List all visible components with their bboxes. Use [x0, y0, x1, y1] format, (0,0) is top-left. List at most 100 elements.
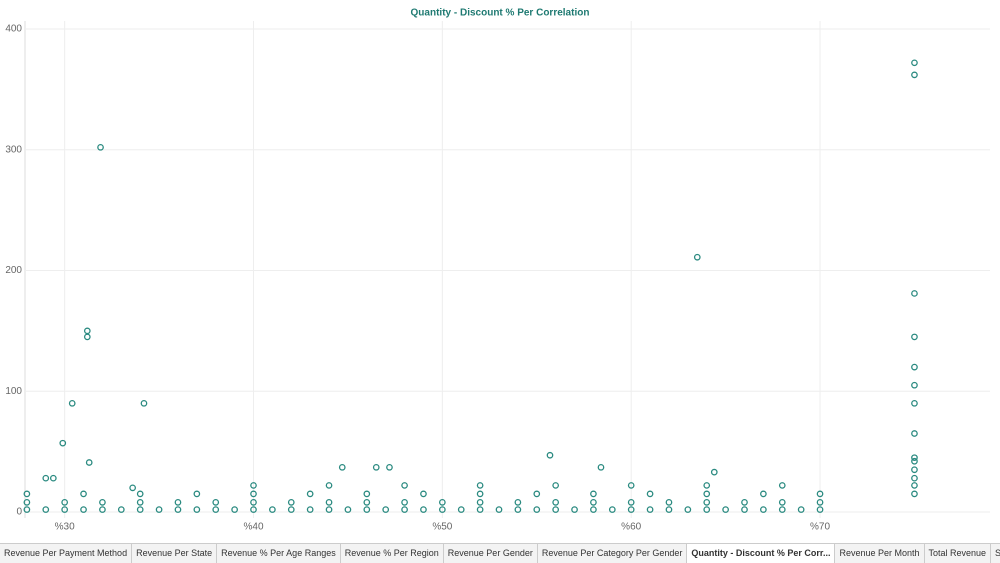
data-point	[778, 482, 786, 489]
sheet-tab[interactable]: Revenue Per State	[132, 544, 218, 563]
data-point	[816, 498, 824, 506]
data-point	[23, 506, 31, 513]
data-point	[911, 59, 918, 67]
data-point	[911, 466, 918, 474]
data-point	[80, 490, 87, 498]
data-point	[372, 463, 380, 471]
data-point	[816, 506, 824, 513]
data-point	[68, 399, 76, 407]
data-point	[363, 490, 371, 498]
data-point	[23, 490, 31, 498]
data-point	[382, 506, 390, 513]
data-point	[546, 451, 554, 459]
data-point	[212, 498, 220, 506]
data-point	[287, 506, 295, 513]
data-point	[140, 399, 148, 407]
data-point	[911, 363, 918, 371]
data-point	[42, 474, 50, 482]
x-tick-label: %70	[810, 522, 830, 533]
data-point	[61, 498, 69, 506]
data-point	[212, 506, 220, 513]
sheet-tab[interactable]: Revenue Per Gender	[444, 544, 538, 563]
data-point	[722, 506, 729, 513]
data-point	[911, 333, 918, 341]
data-point	[552, 506, 560, 513]
data-point	[269, 506, 276, 513]
data-point	[627, 482, 635, 489]
data-point	[136, 490, 144, 498]
data-point	[590, 498, 597, 506]
data-point	[597, 463, 605, 471]
data-point	[97, 143, 104, 151]
data-point	[533, 506, 541, 513]
data-point	[816, 490, 824, 498]
data-point	[911, 454, 918, 462]
tab-bar: Revenue Per Payment Method Revenue Per St…	[0, 543, 1000, 563]
data-point	[571, 506, 578, 513]
data-point	[99, 498, 106, 506]
data-point	[193, 490, 201, 498]
data-point	[476, 482, 484, 489]
sheet-tab[interactable]: Revenue % Per Region	[341, 544, 444, 563]
y-tick-label: 200	[5, 265, 22, 276]
data-point	[363, 498, 371, 506]
y-tick-label: 0	[16, 507, 22, 518]
data-point	[476, 498, 484, 506]
data-point	[911, 482, 918, 489]
data-point	[344, 506, 352, 513]
data-point	[703, 506, 711, 513]
data-point	[760, 490, 767, 498]
data-point	[401, 498, 408, 506]
sheet-tab[interactable]: Revenue Per Month	[835, 544, 925, 563]
data-point	[325, 506, 333, 513]
data-point	[646, 490, 654, 498]
data-point	[552, 498, 560, 506]
sheet-tab[interactable]: Quantity - Discount % Per Corr...	[687, 544, 836, 563]
data-point	[99, 506, 106, 513]
data-point	[250, 498, 257, 506]
data-point	[117, 506, 125, 513]
data-point	[608, 506, 616, 513]
data-point	[514, 498, 522, 506]
data-point	[83, 327, 91, 335]
data-point	[438, 498, 446, 506]
data-point	[911, 399, 918, 407]
data-point	[911, 474, 918, 482]
data-point	[476, 506, 484, 513]
data-point	[778, 498, 786, 506]
data-point	[590, 490, 597, 498]
data-point	[911, 457, 918, 465]
data-point	[646, 506, 654, 513]
data-point	[250, 506, 257, 513]
sheet-tab[interactable]: Revenue Per Payment Method	[0, 544, 133, 563]
data-point	[760, 506, 767, 513]
data-point	[590, 506, 597, 513]
data-point	[911, 381, 918, 389]
sheet-tab[interactable]: Revenue Per Category Per Gender	[538, 544, 688, 563]
data-point	[155, 506, 163, 513]
data-point	[83, 333, 91, 341]
data-point	[703, 498, 711, 506]
data-point	[363, 506, 371, 513]
data-point	[627, 506, 635, 513]
data-point	[306, 506, 314, 513]
data-point	[778, 506, 786, 513]
data-point	[420, 506, 427, 513]
data-point	[703, 482, 711, 489]
data-point	[797, 506, 805, 513]
sheet-tab[interactable]: Revenue % Per Age Ranges	[217, 544, 341, 563]
data-point	[250, 482, 257, 489]
data-point	[80, 506, 87, 513]
data-point	[476, 490, 484, 498]
chart: Quantity - Discount % Per Correlation 0 1…	[5, 8, 990, 533]
y-tick-label: 100	[5, 386, 22, 397]
data-point	[514, 506, 522, 513]
y-tick-label: 300	[5, 144, 22, 155]
data-point	[287, 498, 295, 506]
sheet-tab[interactable]: Total Revenue	[925, 544, 992, 563]
data-point	[495, 506, 503, 513]
sheet-tab[interactable]: Sales D	[991, 544, 1000, 563]
data-point	[533, 490, 541, 498]
chart-title: Quantity - Discount % Per Correlation	[411, 8, 590, 19]
x-tick-label: %50	[432, 522, 452, 533]
